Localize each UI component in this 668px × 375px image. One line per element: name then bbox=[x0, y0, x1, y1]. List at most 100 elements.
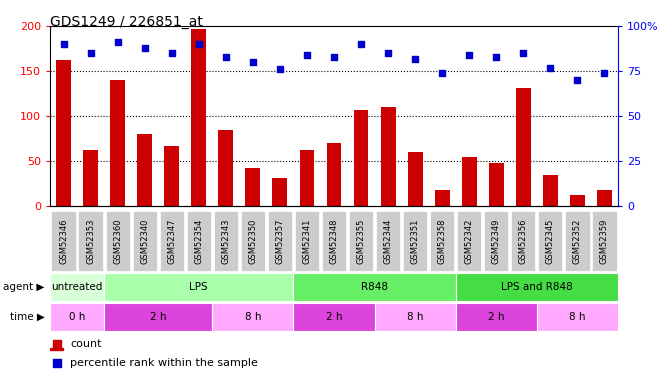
Bar bbox=[375, 303, 456, 331]
Text: 2 h: 2 h bbox=[326, 312, 342, 322]
Text: agent ▶: agent ▶ bbox=[3, 282, 45, 292]
Text: GSM52360: GSM52360 bbox=[113, 218, 122, 264]
Text: count: count bbox=[70, 339, 102, 349]
Bar bbox=[212, 303, 293, 331]
Text: GSM52354: GSM52354 bbox=[194, 218, 203, 264]
Text: GSM52359: GSM52359 bbox=[600, 218, 609, 264]
Bar bbox=[570, 195, 584, 206]
Bar bbox=[218, 130, 233, 206]
Text: GSM52353: GSM52353 bbox=[86, 218, 95, 264]
Point bbox=[491, 54, 502, 60]
Bar bbox=[164, 146, 179, 206]
Bar bbox=[537, 303, 618, 331]
Bar bbox=[104, 303, 212, 331]
Bar bbox=[51, 211, 75, 271]
Bar bbox=[293, 273, 456, 301]
Bar bbox=[349, 211, 373, 271]
Point bbox=[355, 41, 366, 47]
Bar bbox=[245, 168, 261, 206]
Bar bbox=[299, 150, 315, 206]
Text: 8 h: 8 h bbox=[407, 312, 424, 322]
Bar bbox=[186, 211, 211, 271]
Point bbox=[383, 50, 393, 56]
Point bbox=[302, 52, 313, 58]
Point bbox=[599, 70, 610, 76]
Bar bbox=[484, 211, 508, 271]
Bar bbox=[240, 211, 265, 271]
Bar bbox=[132, 211, 157, 271]
Bar bbox=[160, 211, 184, 271]
Bar bbox=[435, 190, 450, 206]
Bar bbox=[456, 273, 618, 301]
Text: GSM52356: GSM52356 bbox=[519, 218, 528, 264]
Bar bbox=[138, 134, 152, 206]
Text: 8 h: 8 h bbox=[244, 312, 261, 322]
Bar bbox=[268, 211, 292, 271]
Text: GSM52347: GSM52347 bbox=[167, 218, 176, 264]
Bar bbox=[376, 211, 400, 271]
Text: GSM52345: GSM52345 bbox=[546, 218, 555, 264]
Point bbox=[86, 50, 96, 56]
Text: GSM52357: GSM52357 bbox=[275, 218, 285, 264]
Bar bbox=[56, 60, 71, 206]
Bar bbox=[50, 273, 104, 301]
Point bbox=[220, 54, 231, 60]
Text: GSM52352: GSM52352 bbox=[573, 218, 582, 264]
Point bbox=[437, 70, 448, 76]
Point bbox=[166, 50, 177, 56]
Text: GSM52355: GSM52355 bbox=[357, 218, 365, 264]
Point bbox=[329, 54, 339, 60]
Text: untreated: untreated bbox=[51, 282, 103, 292]
Text: 0 h: 0 h bbox=[69, 312, 86, 322]
Bar bbox=[327, 143, 341, 206]
Text: GSM52351: GSM52351 bbox=[411, 218, 420, 264]
Bar bbox=[543, 175, 558, 206]
Text: 2 h: 2 h bbox=[488, 312, 504, 322]
Bar bbox=[565, 211, 589, 271]
Point bbox=[140, 45, 150, 51]
Bar bbox=[457, 211, 482, 271]
Bar bbox=[489, 163, 504, 206]
Text: percentile rank within the sample: percentile rank within the sample bbox=[70, 358, 258, 368]
Bar bbox=[106, 211, 130, 271]
Bar bbox=[214, 211, 238, 271]
Bar bbox=[84, 150, 98, 206]
Text: GSM52350: GSM52350 bbox=[248, 218, 257, 264]
Text: 8 h: 8 h bbox=[569, 312, 586, 322]
Text: R848: R848 bbox=[361, 282, 388, 292]
Bar bbox=[50, 303, 104, 331]
Bar bbox=[430, 211, 454, 271]
Text: GSM52358: GSM52358 bbox=[438, 218, 447, 264]
Bar bbox=[538, 211, 562, 271]
Bar bbox=[273, 178, 287, 206]
Bar bbox=[456, 303, 537, 331]
Text: GDS1249 / 226851_at: GDS1249 / 226851_at bbox=[50, 15, 203, 29]
Bar bbox=[407, 152, 423, 206]
Point bbox=[112, 39, 123, 45]
Text: GSM52343: GSM52343 bbox=[221, 218, 230, 264]
Bar bbox=[293, 303, 375, 331]
Bar bbox=[110, 80, 125, 206]
Point bbox=[51, 360, 62, 366]
Bar bbox=[462, 157, 477, 206]
Text: GSM52349: GSM52349 bbox=[492, 218, 501, 264]
Text: GSM52344: GSM52344 bbox=[383, 218, 393, 264]
Bar bbox=[191, 29, 206, 206]
Text: LPS: LPS bbox=[190, 282, 208, 292]
Text: GSM52346: GSM52346 bbox=[59, 218, 68, 264]
Text: time ▶: time ▶ bbox=[10, 312, 45, 322]
Bar bbox=[403, 211, 428, 271]
Bar bbox=[593, 211, 617, 271]
Point bbox=[545, 64, 556, 70]
Text: GSM52342: GSM52342 bbox=[465, 218, 474, 264]
Bar bbox=[353, 110, 369, 206]
Point bbox=[194, 41, 204, 47]
Point bbox=[58, 41, 69, 47]
Bar bbox=[381, 107, 395, 206]
Text: GSM52348: GSM52348 bbox=[329, 218, 339, 264]
Bar bbox=[50, 348, 63, 350]
Bar bbox=[516, 88, 530, 206]
Point bbox=[275, 66, 285, 72]
Bar bbox=[597, 190, 612, 206]
Text: LPS and R848: LPS and R848 bbox=[501, 282, 572, 292]
